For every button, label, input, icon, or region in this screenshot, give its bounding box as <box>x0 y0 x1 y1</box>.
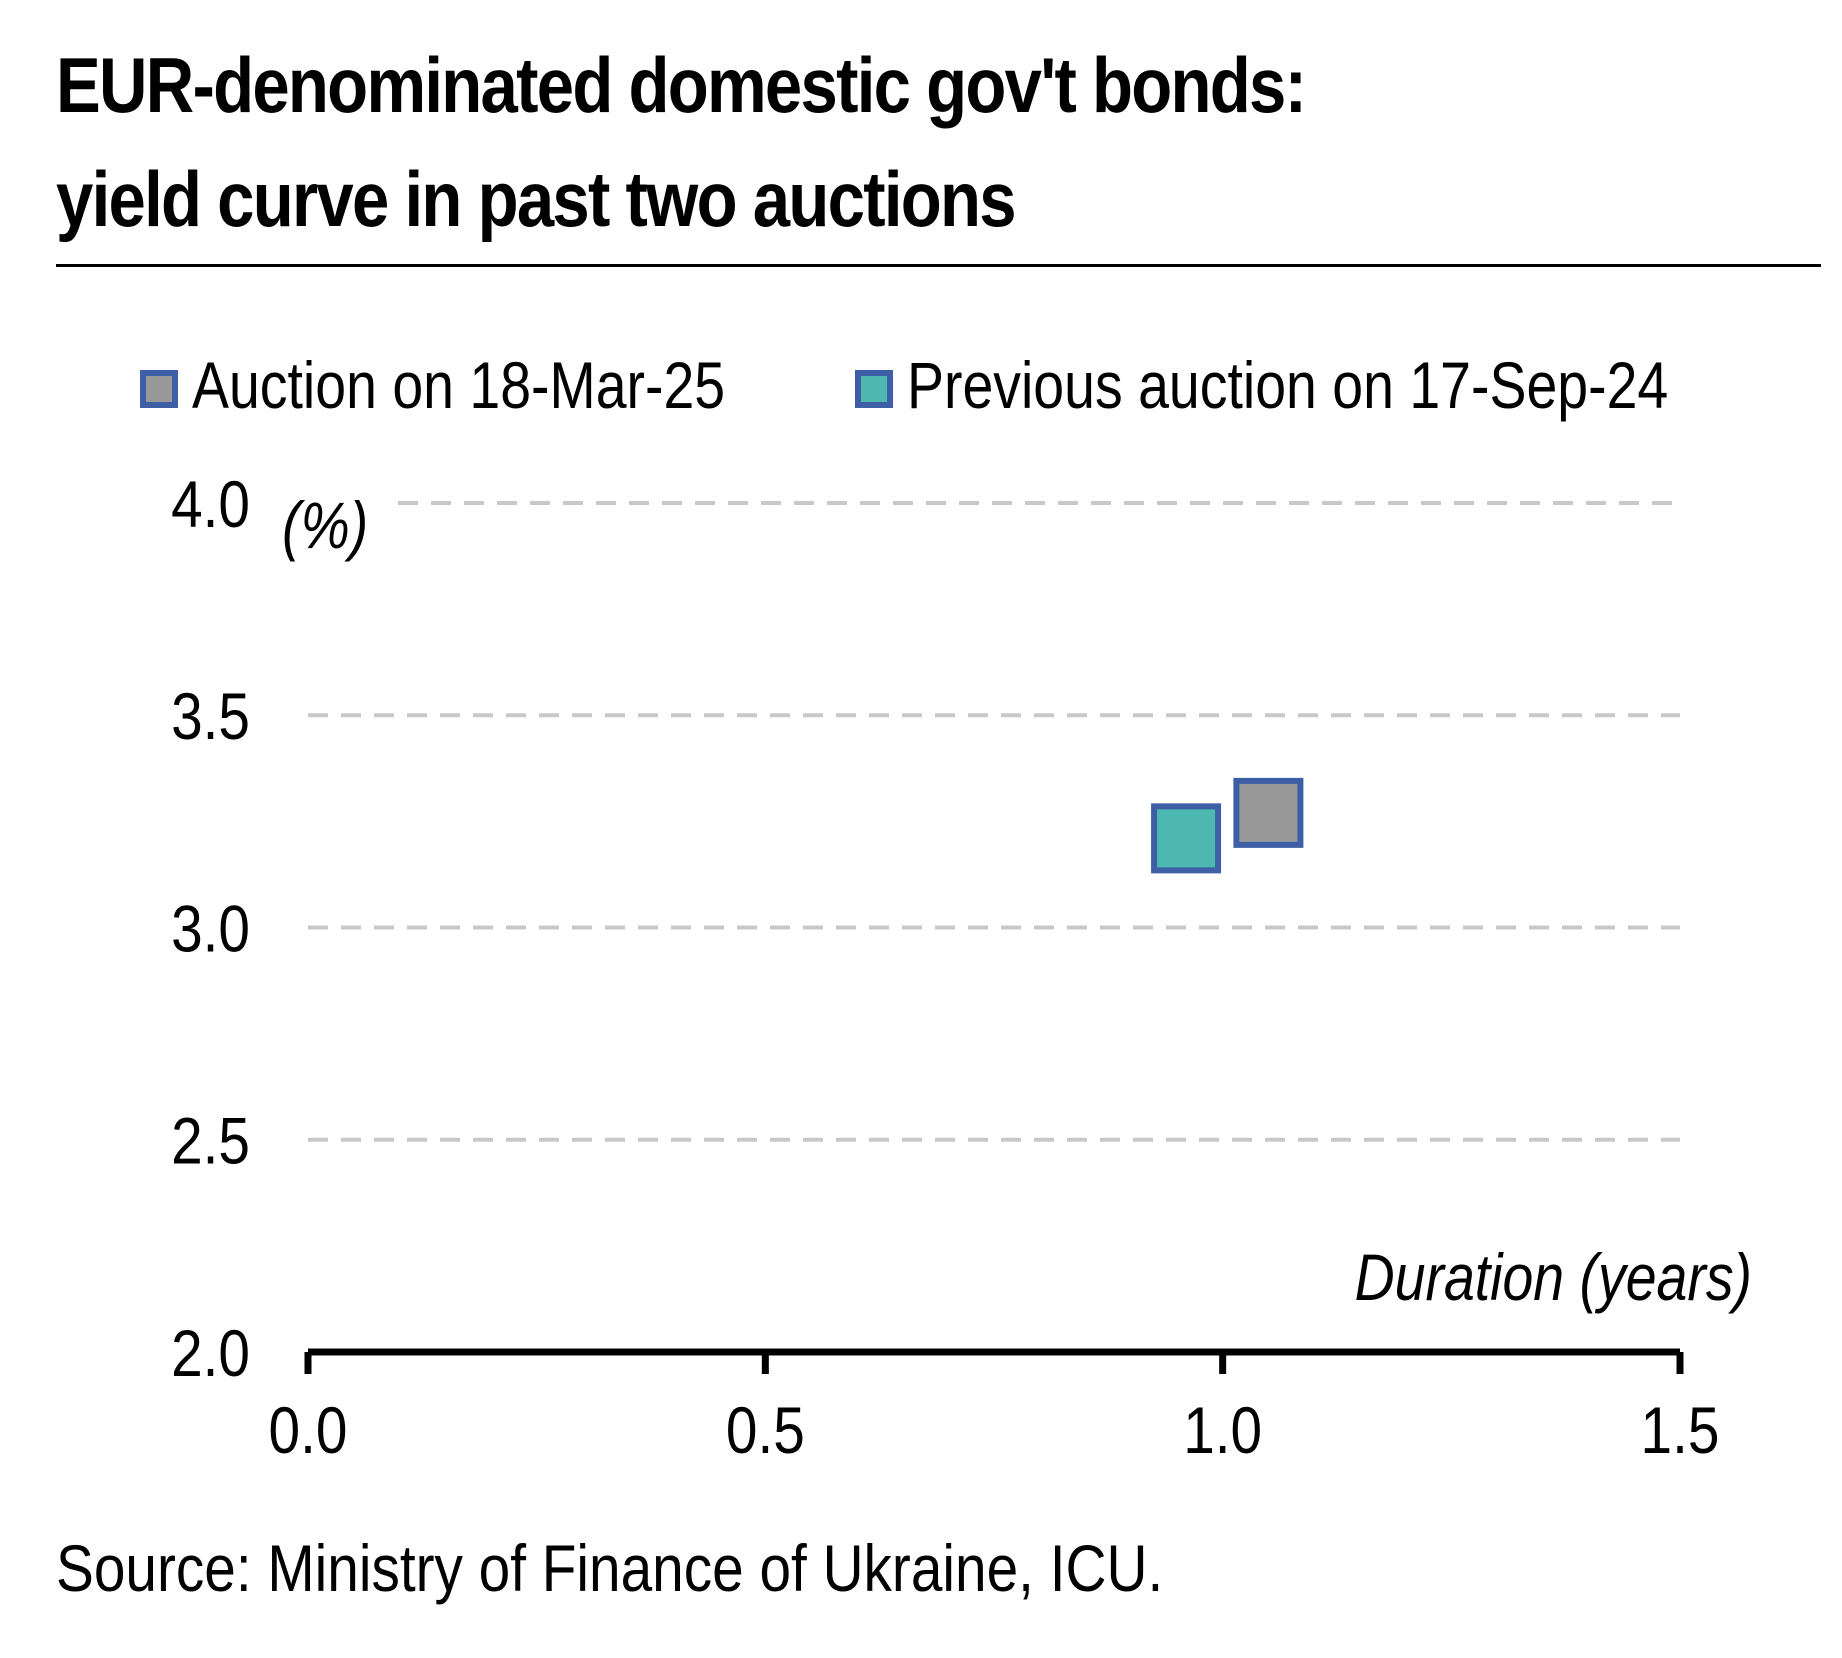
y-tick-label-4.0: 4.0 <box>171 468 250 542</box>
y-tick-label-3.5: 3.5 <box>171 680 250 754</box>
source-note: Source: Ministry of Finance of Ukraine, … <box>56 1531 1164 1605</box>
legend-label-previous: Previous auction on 17-Sep-24 <box>907 348 1669 422</box>
x-tick-label-0.0: 0.0 <box>269 1394 348 1468</box>
chart-title-line-2: yield curve in past two auctions <box>56 155 1017 243</box>
y-tick-label-2.5: 2.5 <box>171 1105 250 1179</box>
chart-title: EUR-denominated domestic gov't bonds: yi… <box>56 28 1570 256</box>
x-axis-title: Duration (years) <box>1355 1240 1752 1314</box>
legend-label-current: Auction on 18-Mar-25 <box>192 348 726 422</box>
x-tick-label-1.0: 1.0 <box>1183 1394 1262 1468</box>
title-divider <box>56 264 1821 267</box>
legend-swatch-current <box>140 370 178 408</box>
marker-current-0 <box>1233 777 1304 848</box>
chart-title-line-1: EUR-denominated domestic gov't bonds: <box>56 41 1307 129</box>
x-tick-label-0.5: 0.5 <box>726 1394 805 1468</box>
y-tick-label-3.0: 3.0 <box>171 893 250 967</box>
legend-swatch-previous <box>855 370 893 408</box>
x-tick-label-1.5: 1.5 <box>1641 1394 1720 1468</box>
marker-previous-0 <box>1151 803 1222 874</box>
y-tick-label-2.0: 2.0 <box>171 1317 250 1391</box>
y-axis-title: (%) <box>282 488 368 562</box>
